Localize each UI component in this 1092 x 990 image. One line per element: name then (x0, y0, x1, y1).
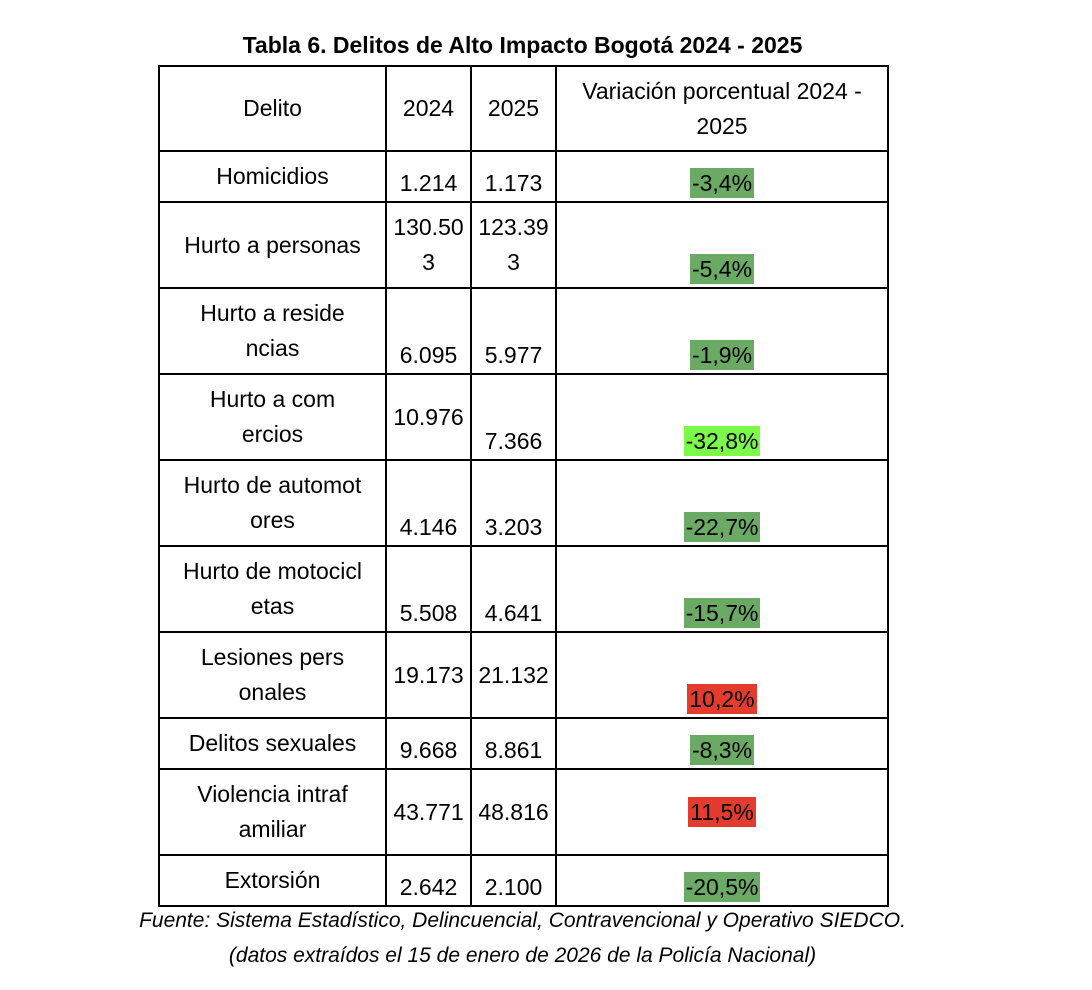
cell-delito: Hurto a residencias (158, 287, 387, 375)
cell-2024: 19.173 (385, 631, 472, 719)
cell-variation: -1,9% (555, 287, 889, 375)
header-row: Delito 2024 2025 Variación porcentual 20… (158, 65, 889, 152)
cell-2025: 48.816 (470, 768, 557, 856)
variation-badge: -8,3% (689, 735, 755, 765)
cell-variation: -20,5% (555, 854, 889, 907)
cell-2025: 123.393 (470, 201, 557, 289)
variation-badge: -32,8% (683, 426, 761, 456)
cell-variation: -32,8% (555, 373, 889, 461)
cell-delito: Hurto a comercios (158, 373, 387, 461)
cell-2025: 2.100 (470, 854, 557, 907)
header-2024: 2024 (385, 65, 472, 152)
cell-2024: 4.146 (385, 459, 472, 547)
variation-badge: -20,5% (683, 872, 761, 902)
table-row: Extorsión 2.642 2.100 -20,5% (158, 854, 889, 907)
cell-delito: Extorsión (158, 854, 387, 907)
cell-delito: Violencia intrafamiliar (158, 768, 387, 856)
table-row: Violencia intrafamiliar 43.771 48.816 11… (158, 768, 889, 856)
cell-delito: Lesiones personales (158, 631, 387, 719)
cell-2025: 3.203 (470, 459, 557, 547)
header-variation: Variación porcentual 2024 - 2025 (555, 65, 889, 152)
cell-2024: 9.668 (385, 717, 472, 770)
cell-2024: 43.771 (385, 768, 472, 856)
header-delito: Delito (158, 65, 387, 152)
crime-table: Delito 2024 2025 Variación porcentual 20… (158, 65, 889, 907)
cell-variation: -8,3% (555, 717, 889, 770)
source-footer: Fuente: Sistema Estadístico, Delincuenci… (0, 903, 1045, 973)
cell-variation: -22,7% (555, 459, 889, 547)
header-2025: 2025 (470, 65, 557, 152)
cell-delito: Delitos sexuales (158, 717, 387, 770)
cell-variation: -5,4% (555, 201, 889, 289)
variation-badge: -1,9% (689, 340, 755, 370)
cell-delito: Hurto a personas (158, 201, 387, 289)
cell-2024: 2.642 (385, 854, 472, 907)
cell-2025: 21.132 (470, 631, 557, 719)
cell-2024: 1.214 (385, 150, 472, 203)
variation-badge: -22,7% (683, 512, 761, 542)
table-row: Hurto a personas 130.503 123.393 -5,4% (158, 201, 889, 289)
cell-variation: -15,7% (555, 545, 889, 633)
variation-badge: -3,4% (689, 168, 755, 198)
table-row: Lesiones personales 19.173 21.132 10,2% (158, 631, 889, 719)
cell-variation: 10,2% (555, 631, 889, 719)
table-row: Hurto a residencias 6.095 5.977 -1,9% (158, 287, 889, 375)
cell-delito: Hurto de automotores (158, 459, 387, 547)
cell-2024: 6.095 (385, 287, 472, 375)
cell-2024: 5.508 (385, 545, 472, 633)
table-title: Tabla 6. Delitos de Alto Impacto Bogotá … (242, 32, 803, 58)
variation-badge: -15,7% (683, 598, 761, 628)
table-row: Hurto a comercios 10.976 7.366 -32,8% (158, 373, 889, 461)
cell-2024: 130.503 (385, 201, 472, 289)
footer-line-2: (datos extraídos el 15 de enero de 2026 … (228, 944, 817, 967)
table-row: Homicidios 1.214 1.173 -3,4% (158, 150, 889, 203)
cell-2025: 1.173 (470, 150, 557, 203)
cell-2024: 10.976 (385, 373, 472, 461)
cell-delito: Homicidios (158, 150, 387, 203)
cell-2025: 5.977 (470, 287, 557, 375)
footer-line-1: Fuente: Sistema Estadístico, Delincuenci… (139, 909, 906, 932)
table-row: Hurto de automotores 4.146 3.203 -22,7% (158, 459, 889, 547)
cell-2025: 7.366 (470, 373, 557, 461)
table-row: Hurto de motocicletas 5.508 4.641 -15,7% (158, 545, 889, 633)
cell-2025: 4.641 (470, 545, 557, 633)
cell-delito: Hurto de motocicletas (158, 545, 387, 633)
cell-variation: -3,4% (555, 150, 889, 203)
cell-2025: 8.861 (470, 717, 557, 770)
variation-badge: 11,5% (688, 796, 756, 827)
table-row: Delitos sexuales 9.668 8.861 -8,3% (158, 717, 889, 770)
variation-badge: 10,2% (687, 684, 757, 714)
cell-variation: 11,5% (555, 768, 889, 856)
variation-badge: -5,4% (689, 254, 755, 284)
